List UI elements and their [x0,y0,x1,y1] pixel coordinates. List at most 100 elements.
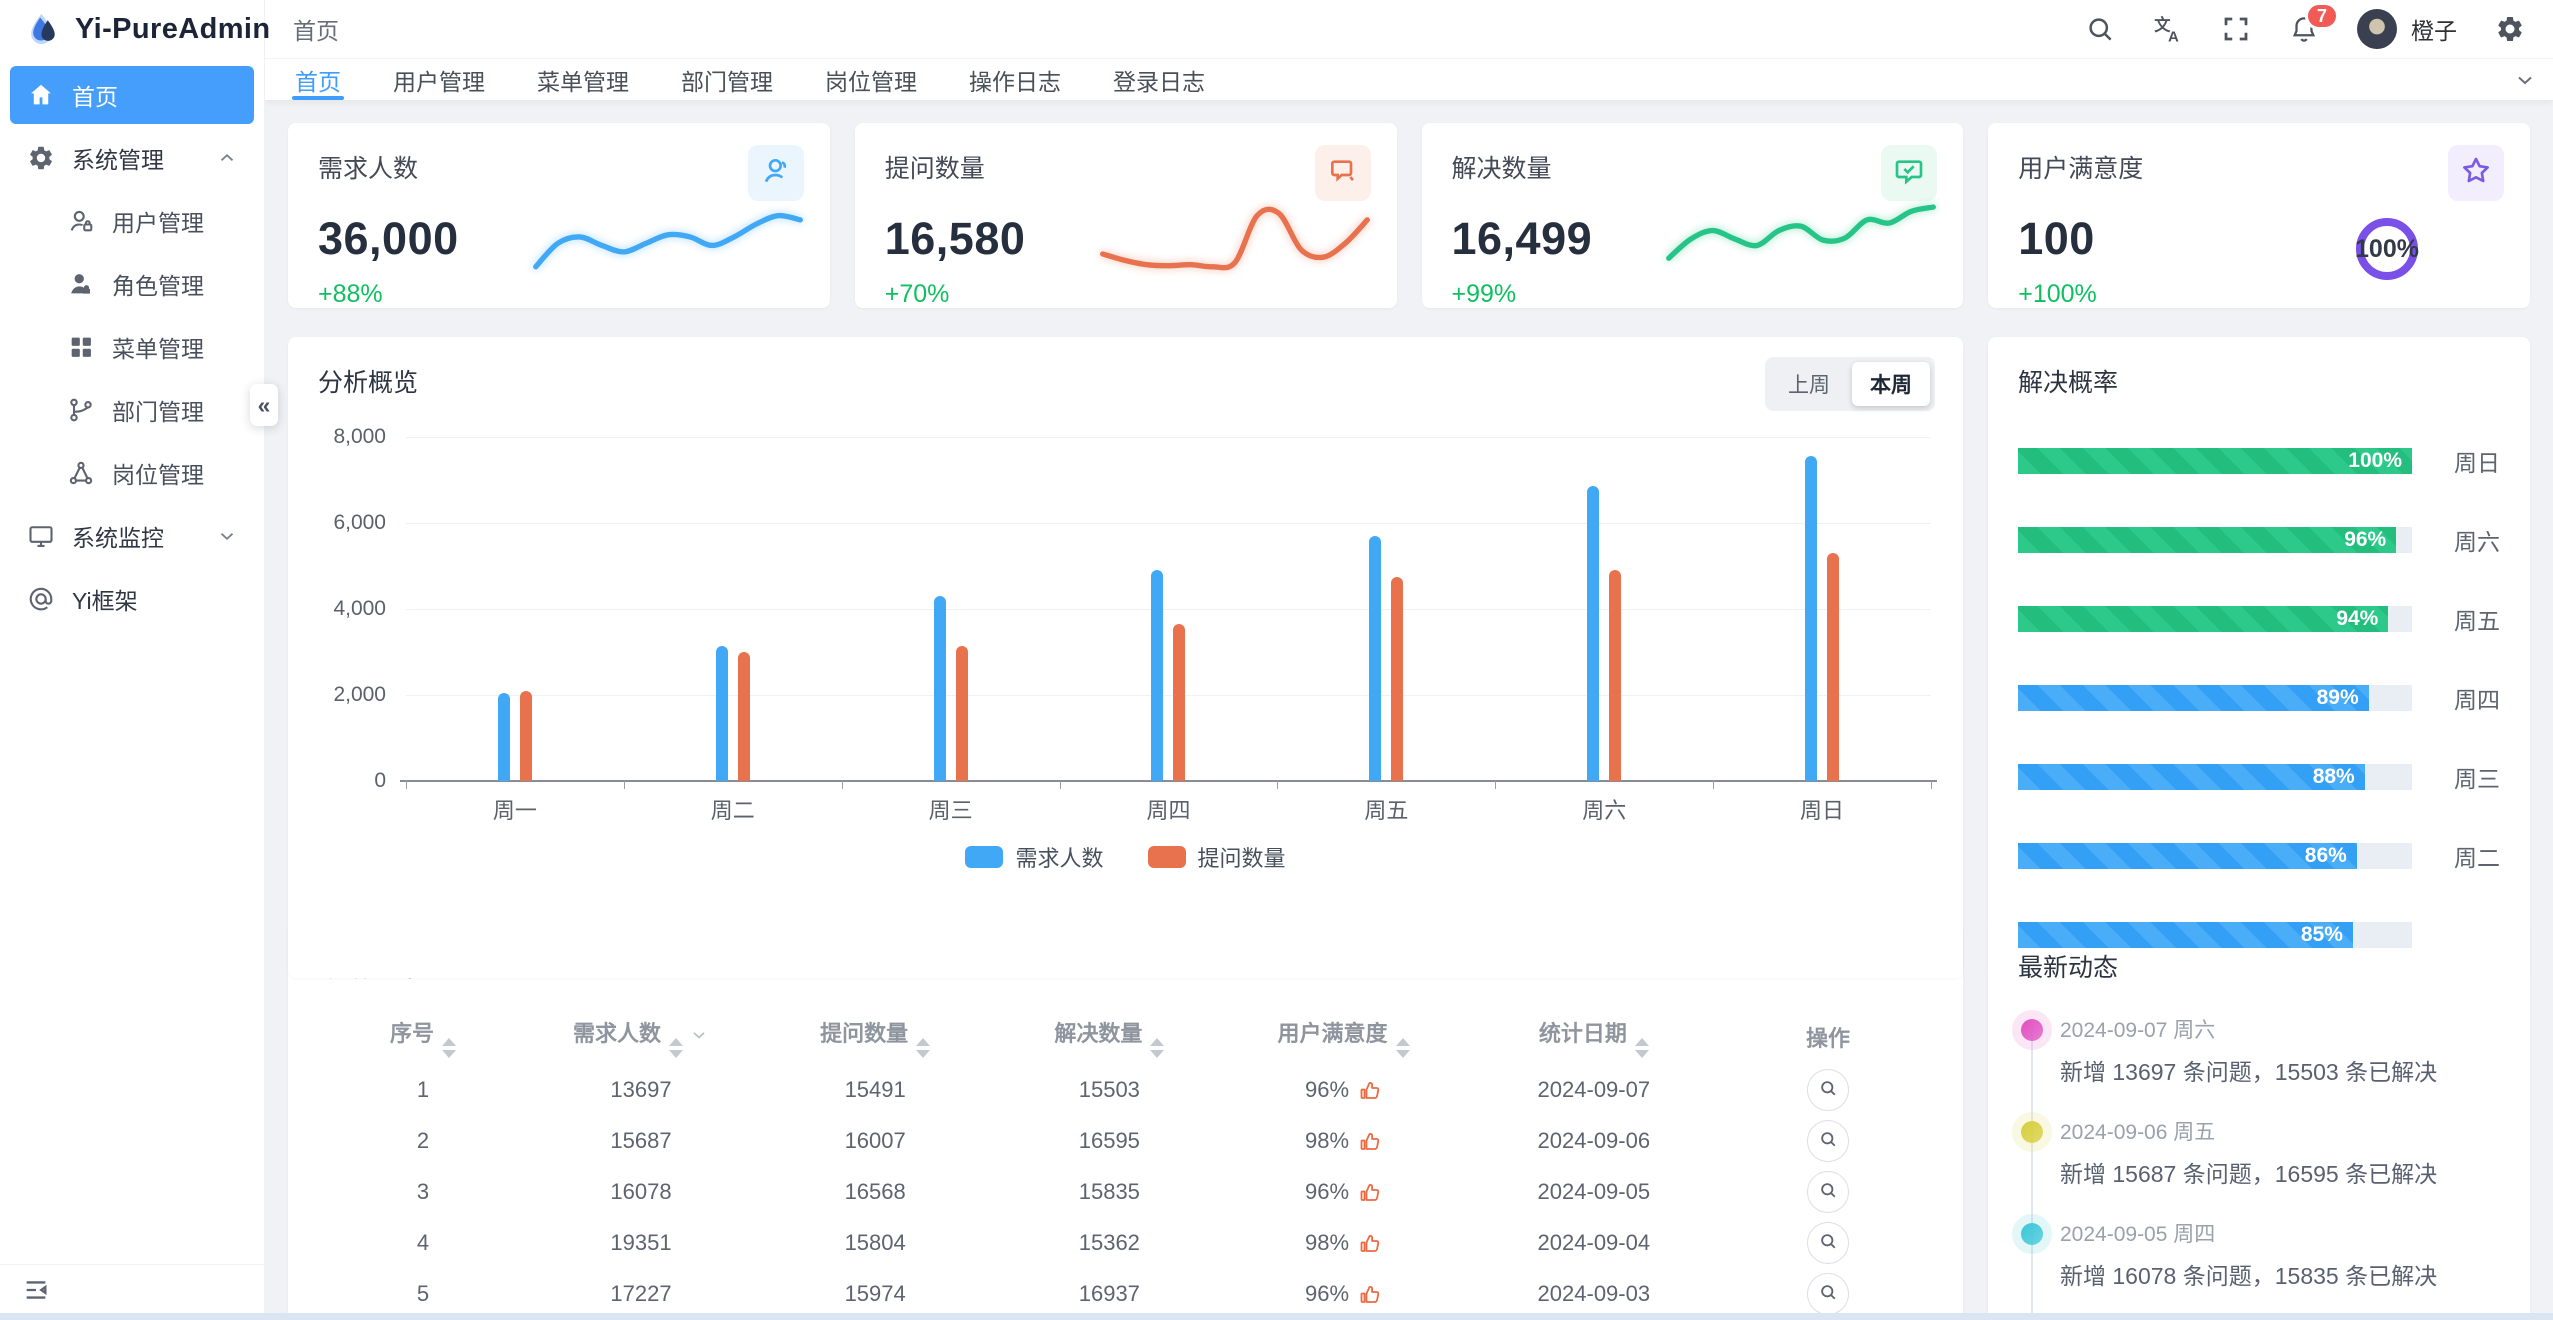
gridline [406,437,1931,438]
week-toggle-option[interactable]: 上周 [1788,374,1830,397]
magnifier-icon [1817,1179,1839,1204]
chat-icon [1327,155,1359,192]
tab-operation-log[interactable]: 操作日志 [969,68,1061,95]
horizontal-scrollbar[interactable] [0,1313,2553,1320]
satisfaction-value: 96% [1305,1281,1382,1307]
stat-icon-badge [747,145,804,201]
chart-legend: 需求人数 提问数量 [288,841,1963,873]
stat-title: 需求人数 [318,155,419,183]
sidebar-item-user-management[interactable]: 用户管理 [10,192,254,250]
cell-index: 2 [416,1127,430,1153]
satisfaction-value: 98% [1305,1128,1382,1154]
cell-satisfaction: 98% [1222,1115,1464,1166]
sidebar-collapse-handle[interactable]: « [250,384,278,426]
cell-index: 4 [416,1229,430,1255]
sidebar-item-system-management[interactable]: 系统管理 [10,129,254,187]
sidebar: Yi-PureAdmin 首页系统管理用户管理角色管理菜单管理 部门管理 岗位管理系… [0,0,278,1320]
thumb-up-icon [1358,1282,1382,1306]
week-toggle: 上周 本周 [1765,357,1935,411]
search-icon[interactable] [2085,14,2115,44]
sidebar-item-label: 角色管理 [112,273,204,299]
sidebar-item-label: Yi框架 [72,588,138,614]
sort-carets[interactable] [1395,1038,1410,1058]
tab-home[interactable]: 首页 [292,59,344,100]
view-detail-button[interactable] [1807,1221,1849,1264]
cell-operation [1723,1115,1933,1166]
progress-percent: 85% [2300,923,2343,946]
thumb-up-icon [1358,1129,1382,1153]
sidebar-item-menu-management[interactable]: 菜单管理 [10,318,254,376]
table-row: 5 17227 15974 16937 96% 2024-09-03 [318,1268,1933,1319]
sidebar-item-label: 首页 [72,84,118,110]
cell-solved: 15835 [1078,1178,1140,1204]
cell-operation [1723,1064,1933,1115]
sidebar-item-label: 用户管理 [112,210,204,236]
y-axis-label: 6,000 [333,511,386,534]
sidebar-item-role-management[interactable]: 角色管理 [10,255,254,313]
x-axis-label: 周六 [1582,798,1627,823]
stat-delta: +88% [318,280,383,308]
role-icon [66,269,96,299]
stat-delta: +100% [2018,280,2097,308]
timeline-date: 2024-09-05 周四 [2060,1223,2216,1246]
tabbar: 首页 用户管理 菜单管理 部门管理 岗位管理 操作日志 登录日志 [265,58,2553,100]
stat-title: 用户满意度 [2018,155,2144,183]
tab-login-log[interactable]: 登录日志 [1113,68,1205,95]
bell-icon[interactable]: 7 [2289,2,2339,44]
cell-satisfaction: 96% [1222,1268,1464,1319]
sort-carets[interactable] [668,1038,683,1058]
view-detail-button[interactable] [1807,1272,1849,1315]
timeline-date: 2024-09-06 周五 [2060,1121,2216,1144]
svg-text:A: A [2168,29,2179,45]
satisfaction-value: 96% [1305,1179,1382,1205]
x-axis-label: 周日 [1800,798,1845,823]
view-detail-button[interactable] [1807,1119,1849,1162]
menu-grid-icon [66,332,96,362]
view-detail-button[interactable] [1807,1068,1849,1111]
tabs-overflow-chevron-icon[interactable] [2497,59,2553,100]
x-axis-tick [841,781,843,789]
bar-chart-slot: 周六 [1495,437,1713,823]
progress-day-label: 周三 [2454,766,2500,792]
cell-questions: 15491 [844,1076,906,1102]
sidebar-item-department-management[interactable]: 部门管理 [10,381,254,439]
tab-user-management[interactable]: 用户管理 [393,68,485,95]
user-icon [760,155,792,192]
app-logo[interactable]: Yi-PureAdmin [0,0,270,58]
at-icon [26,584,56,614]
filter-chevron-icon[interactable] [689,1025,709,1045]
fullscreen-icon[interactable] [2221,14,2251,44]
x-axis-tick [1277,781,1279,789]
legend-item[interactable]: 提问数量 [1147,841,1286,873]
legend-item[interactable]: 需求人数 [965,841,1104,873]
tab-menu-management[interactable]: 菜单管理 [537,68,629,95]
stat-value: 36,000 [318,213,459,264]
menu-fold-icon[interactable] [22,1276,50,1309]
satisfaction-percent: 96% [1304,1178,1350,1204]
sidebar-item-system-monitor[interactable]: 系统监控 [10,507,254,565]
sort-carets[interactable] [441,1038,456,1058]
timeline-text: 新增 16078 条问题，15835 条已解决 [2060,1263,2438,1289]
sidebar-item-post-management[interactable]: 岗位管理 [10,444,254,502]
sort-carets[interactable] [916,1038,931,1058]
week-toggle-option[interactable]: 本周 [1852,362,1930,406]
settings-gear-icon[interactable] [2495,14,2525,44]
bar-提问数量-周日 [1827,553,1840,781]
sidebar-item-yi-framework[interactable]: Yi框架 [10,570,254,628]
tab-department-management[interactable]: 部门管理 [681,68,773,95]
x-axis-tick [1713,781,1715,789]
user-menu[interactable]: 橙子 [2357,9,2457,49]
x-axis-label: 周一 [492,798,537,823]
cell-date: 2024-09-06 [1537,1127,1651,1153]
satisfaction-percent: 96% [1304,1076,1350,1102]
tab-post-management[interactable]: 岗位管理 [825,68,917,95]
view-detail-button[interactable] [1807,1170,1849,1213]
bar-提问数量-周三 [955,645,968,781]
star-icon [2460,155,2492,192]
sidebar-item-home[interactable]: 首页 [10,66,254,124]
sort-carets[interactable] [1150,1038,1165,1058]
sparkline [1099,190,1371,286]
sort-carets[interactable] [1634,1038,1649,1058]
